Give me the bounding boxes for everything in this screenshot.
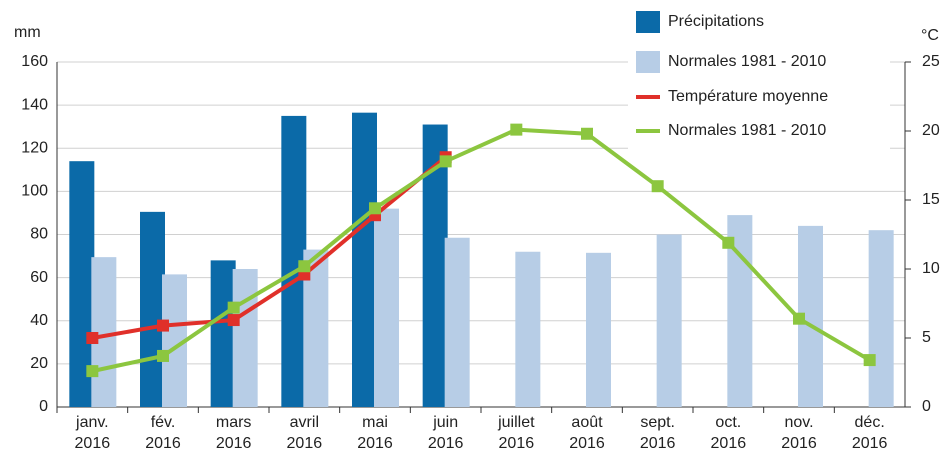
x-tick-label: juin 2016 — [427, 414, 464, 452]
marker — [86, 332, 99, 344]
bar — [140, 211, 165, 407]
x-tick-label: nov. 2016 — [781, 414, 817, 452]
marker — [793, 312, 805, 325]
bar — [352, 112, 377, 407]
x-tick-label: avril 2016 — [286, 414, 323, 452]
marker — [298, 260, 311, 273]
x-tick-label: janv. 2016 — [74, 414, 111, 452]
y-tick-label: 80 — [30, 226, 48, 243]
bar — [444, 237, 470, 407]
marker — [227, 301, 240, 314]
y-tick-label: 120 — [21, 139, 48, 156]
y-tick-label: 100 — [21, 183, 48, 200]
marker — [581, 127, 593, 140]
legend-label: Normales 1981 - 2010 — [668, 53, 826, 70]
bar — [374, 208, 399, 407]
legend-bg — [628, 4, 890, 150]
marker — [86, 365, 99, 378]
y2-tick-label: 25 — [922, 53, 940, 70]
x-tick-label: déc. 2016 — [851, 414, 888, 452]
marker — [369, 202, 381, 215]
x-tick-label: août 2016 — [569, 414, 605, 452]
x-tick-label: oct. 2016 — [710, 414, 747, 452]
y-tick-label: 40 — [30, 312, 48, 329]
legend-swatch — [636, 51, 660, 73]
y-tick-label: 160 — [21, 53, 48, 70]
legend-label: Précipitations — [668, 13, 764, 30]
marker — [651, 180, 664, 193]
y-tick-label: 20 — [30, 355, 48, 372]
legend-label: Température moyenne — [668, 88, 828, 105]
bar — [515, 251, 541, 407]
marker — [510, 123, 523, 136]
marker — [722, 236, 735, 249]
bar — [656, 234, 682, 407]
y-tick-label: 140 — [21, 96, 48, 113]
line — [91, 127, 871, 374]
bar — [586, 252, 611, 407]
bar — [868, 230, 894, 407]
y-tick-label: 0 — [39, 398, 48, 415]
marker — [863, 354, 876, 367]
y2-tick-label: 20 — [922, 122, 940, 139]
y2-tick-label: 10 — [922, 260, 940, 277]
marker — [439, 155, 452, 168]
x-tick-label: sept. 2016 — [639, 414, 676, 452]
y-unit: mm — [14, 24, 41, 41]
line — [91, 155, 447, 340]
y2-tick-label: 5 — [922, 329, 931, 346]
x-tick-label: fév. 2016 — [145, 414, 181, 452]
bar — [210, 260, 236, 407]
marker — [227, 314, 240, 327]
y2-tick-label: 15 — [922, 191, 940, 208]
x-tick-label: mars 2016 — [215, 414, 252, 452]
legend-swatch — [636, 11, 660, 33]
y2-tick-label: 0 — [922, 398, 931, 415]
y2-unit: °C — [921, 27, 939, 44]
x-tick-label: mai 2016 — [357, 414, 393, 452]
marker — [157, 349, 169, 362]
y-tick-label: 60 — [30, 269, 48, 286]
marker — [157, 319, 169, 332]
legend-label: Normales 1981 - 2010 — [668, 122, 826, 139]
bar — [232, 269, 258, 407]
x-tick-label: juillet 2016 — [498, 414, 535, 452]
